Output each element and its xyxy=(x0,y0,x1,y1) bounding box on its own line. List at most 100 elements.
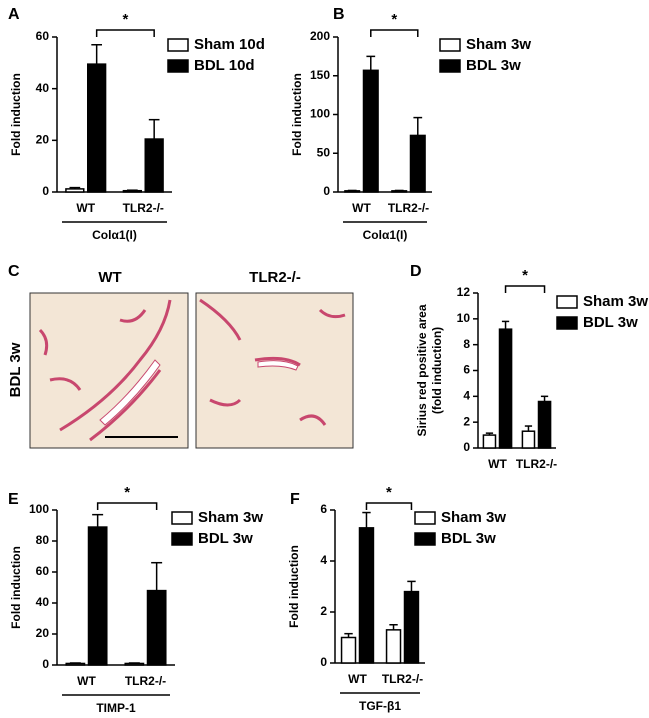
y-tick-label: 100 xyxy=(29,502,49,516)
panel-letter: B xyxy=(333,6,345,23)
significance-mark: * xyxy=(391,11,397,28)
x-tick-label: WT xyxy=(77,674,96,688)
y-tick-label: 150 xyxy=(310,68,330,82)
legend-label: Sham 3w xyxy=(466,36,531,53)
bar xyxy=(344,190,361,193)
y-tick-label: 10 xyxy=(457,311,471,325)
x-axis-label: Colα1(I) xyxy=(92,228,137,242)
legend-label: BDL 3w xyxy=(466,57,521,74)
panel-letter: C xyxy=(8,263,20,280)
y-axis-label: Fold induction xyxy=(287,545,301,628)
bar xyxy=(340,636,357,664)
legend-label: BDL 3w xyxy=(583,314,638,331)
significance-bracket xyxy=(504,285,546,293)
x-tick-label: TLR2-/- xyxy=(382,672,423,686)
x-tick-label: TLR2-/- xyxy=(516,457,557,471)
x-tick-label: WT xyxy=(348,672,367,686)
significance-mark: * xyxy=(522,267,528,284)
bar xyxy=(124,662,145,666)
legend-label: BDL 3w xyxy=(441,530,496,547)
y-tick-label: 60 xyxy=(36,564,50,578)
bar xyxy=(358,527,375,664)
y-tick-label: 4 xyxy=(320,553,327,567)
panel-letter: A xyxy=(8,6,20,23)
y-tick-label: 60 xyxy=(36,29,50,43)
y-tick-label: 80 xyxy=(36,533,50,547)
y-tick-label: 50 xyxy=(317,145,331,159)
legend-label: Sham 3w xyxy=(198,509,263,526)
y-tick-label: 6 xyxy=(463,363,470,377)
legend-swatch xyxy=(439,59,461,73)
legend-swatch xyxy=(414,532,436,546)
x-axis-label: TIMP-1 xyxy=(96,701,136,715)
panel-letter: E xyxy=(8,491,19,508)
legend-swatch xyxy=(439,38,461,52)
y-tick-label: 40 xyxy=(36,595,50,609)
legend-label: BDL 3w xyxy=(198,530,253,547)
column-label: WT xyxy=(98,269,121,286)
bar xyxy=(521,430,536,449)
y-tick-label: 2 xyxy=(463,414,470,428)
legend-swatch xyxy=(414,511,436,525)
y-axis-label: Sirius red positive area xyxy=(415,304,429,436)
legend-swatch xyxy=(171,532,193,546)
x-tick-label: TLR2-/- xyxy=(123,201,164,215)
y-tick-label: 40 xyxy=(36,81,50,95)
y-tick-label: 200 xyxy=(310,29,330,43)
x-tick-label: TLR2-/- xyxy=(125,674,166,688)
bar xyxy=(362,69,379,193)
significance-bracket xyxy=(370,29,419,37)
y-tick-label: 20 xyxy=(36,626,50,640)
bar xyxy=(144,138,164,193)
legend-label: Sham 3w xyxy=(441,509,506,526)
bar xyxy=(391,190,408,193)
micrograph-tlr2 xyxy=(195,292,354,449)
legend-label: BDL 10d xyxy=(194,57,255,74)
y-tick-label: 20 xyxy=(36,133,50,147)
significance-bracket xyxy=(96,502,158,510)
x-tick-label: WT xyxy=(488,457,507,471)
panel-letter: F xyxy=(290,491,300,508)
legend-swatch xyxy=(167,38,189,52)
y-tick-label: 100 xyxy=(310,107,330,121)
legend-swatch xyxy=(556,316,578,330)
bar xyxy=(65,662,86,666)
bar xyxy=(409,134,426,193)
y-tick-label: 2 xyxy=(320,604,327,618)
y-tick-label: 0 xyxy=(323,184,330,198)
significance-mark: * xyxy=(124,484,130,501)
bar xyxy=(87,63,107,193)
bar xyxy=(87,526,108,666)
significance-mark: * xyxy=(122,11,128,28)
panel-letter: D xyxy=(410,263,422,280)
bar xyxy=(65,188,85,193)
bar xyxy=(146,589,167,666)
bar xyxy=(385,629,402,664)
y-tick-label: 12 xyxy=(457,285,471,299)
y-axis-label: (fold induction) xyxy=(430,327,444,414)
y-axis-label: Fold induction xyxy=(290,73,304,156)
x-tick-label: WT xyxy=(352,201,371,215)
legend-swatch xyxy=(171,511,193,525)
x-tick-label: TLR2-/- xyxy=(388,201,429,215)
y-tick-label: 6 xyxy=(320,502,327,516)
column-label: TLR2-/- xyxy=(249,269,301,286)
significance-mark: * xyxy=(386,484,392,501)
legend-label: Sham 3w xyxy=(583,293,648,310)
y-axis-label: Fold induction xyxy=(9,73,23,156)
y-axis-label: Fold induction xyxy=(9,546,23,629)
row-label: BDL 3w xyxy=(7,342,24,397)
y-tick-label: 0 xyxy=(42,657,49,671)
x-axis-label: Colα1(I) xyxy=(363,228,408,242)
y-tick-label: 8 xyxy=(463,337,470,351)
micrograph-wt xyxy=(29,292,189,449)
significance-bracket xyxy=(365,502,413,510)
legend-label: Sham 10d xyxy=(194,36,265,53)
legend-swatch xyxy=(167,59,189,73)
bar xyxy=(482,434,497,449)
legend-swatch xyxy=(556,295,578,309)
y-tick-label: 4 xyxy=(463,389,470,403)
bar xyxy=(537,400,552,449)
bar xyxy=(403,590,420,664)
